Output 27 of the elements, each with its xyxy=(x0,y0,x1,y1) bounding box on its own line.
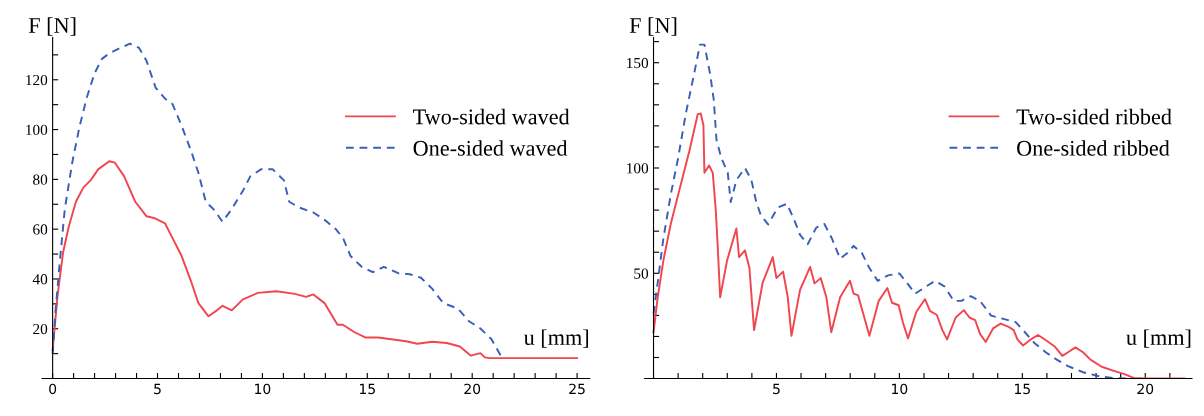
x-tick-label: 10 xyxy=(255,383,271,395)
x-tick-label: 0 xyxy=(49,383,57,395)
y-tick-label: 100 xyxy=(26,124,48,136)
legend-label: Two-sided ribbed xyxy=(1016,108,1172,125)
y-tick-label: 60 xyxy=(33,224,48,235)
y-tick-label: 20 xyxy=(33,323,48,335)
x-tick-label: 15 xyxy=(1015,383,1030,395)
x-tick-label: 5 xyxy=(154,383,161,395)
y-tick-label: 80 xyxy=(33,174,48,185)
y-tick-label: 50 xyxy=(634,268,649,279)
legend-label: Two-sided waved xyxy=(413,108,570,125)
y-tick-label: 40 xyxy=(32,274,48,285)
x-tick-label: 20 xyxy=(1137,383,1154,395)
y-axis-title: F [N] xyxy=(629,17,677,36)
y-tick-label: 120 xyxy=(26,74,48,86)
y-tick-label: 150 xyxy=(627,57,649,69)
y-tick-label: 100 xyxy=(627,163,649,174)
x-tick-label: 5 xyxy=(773,383,780,395)
legend-label: One-sided waved xyxy=(413,140,568,156)
x-axis-title: u [mm] xyxy=(1126,329,1191,348)
x-tick-label: 20 xyxy=(464,383,481,395)
x-tick-label: 15 xyxy=(359,383,375,395)
x-axis-title: u [mm] xyxy=(523,329,589,348)
x-tick-label: 25 xyxy=(569,383,585,395)
legend-label: One-sided ribbed xyxy=(1017,140,1170,156)
x-tick-label: 10 xyxy=(892,383,908,395)
y-axis-title: F [N] xyxy=(28,17,76,36)
